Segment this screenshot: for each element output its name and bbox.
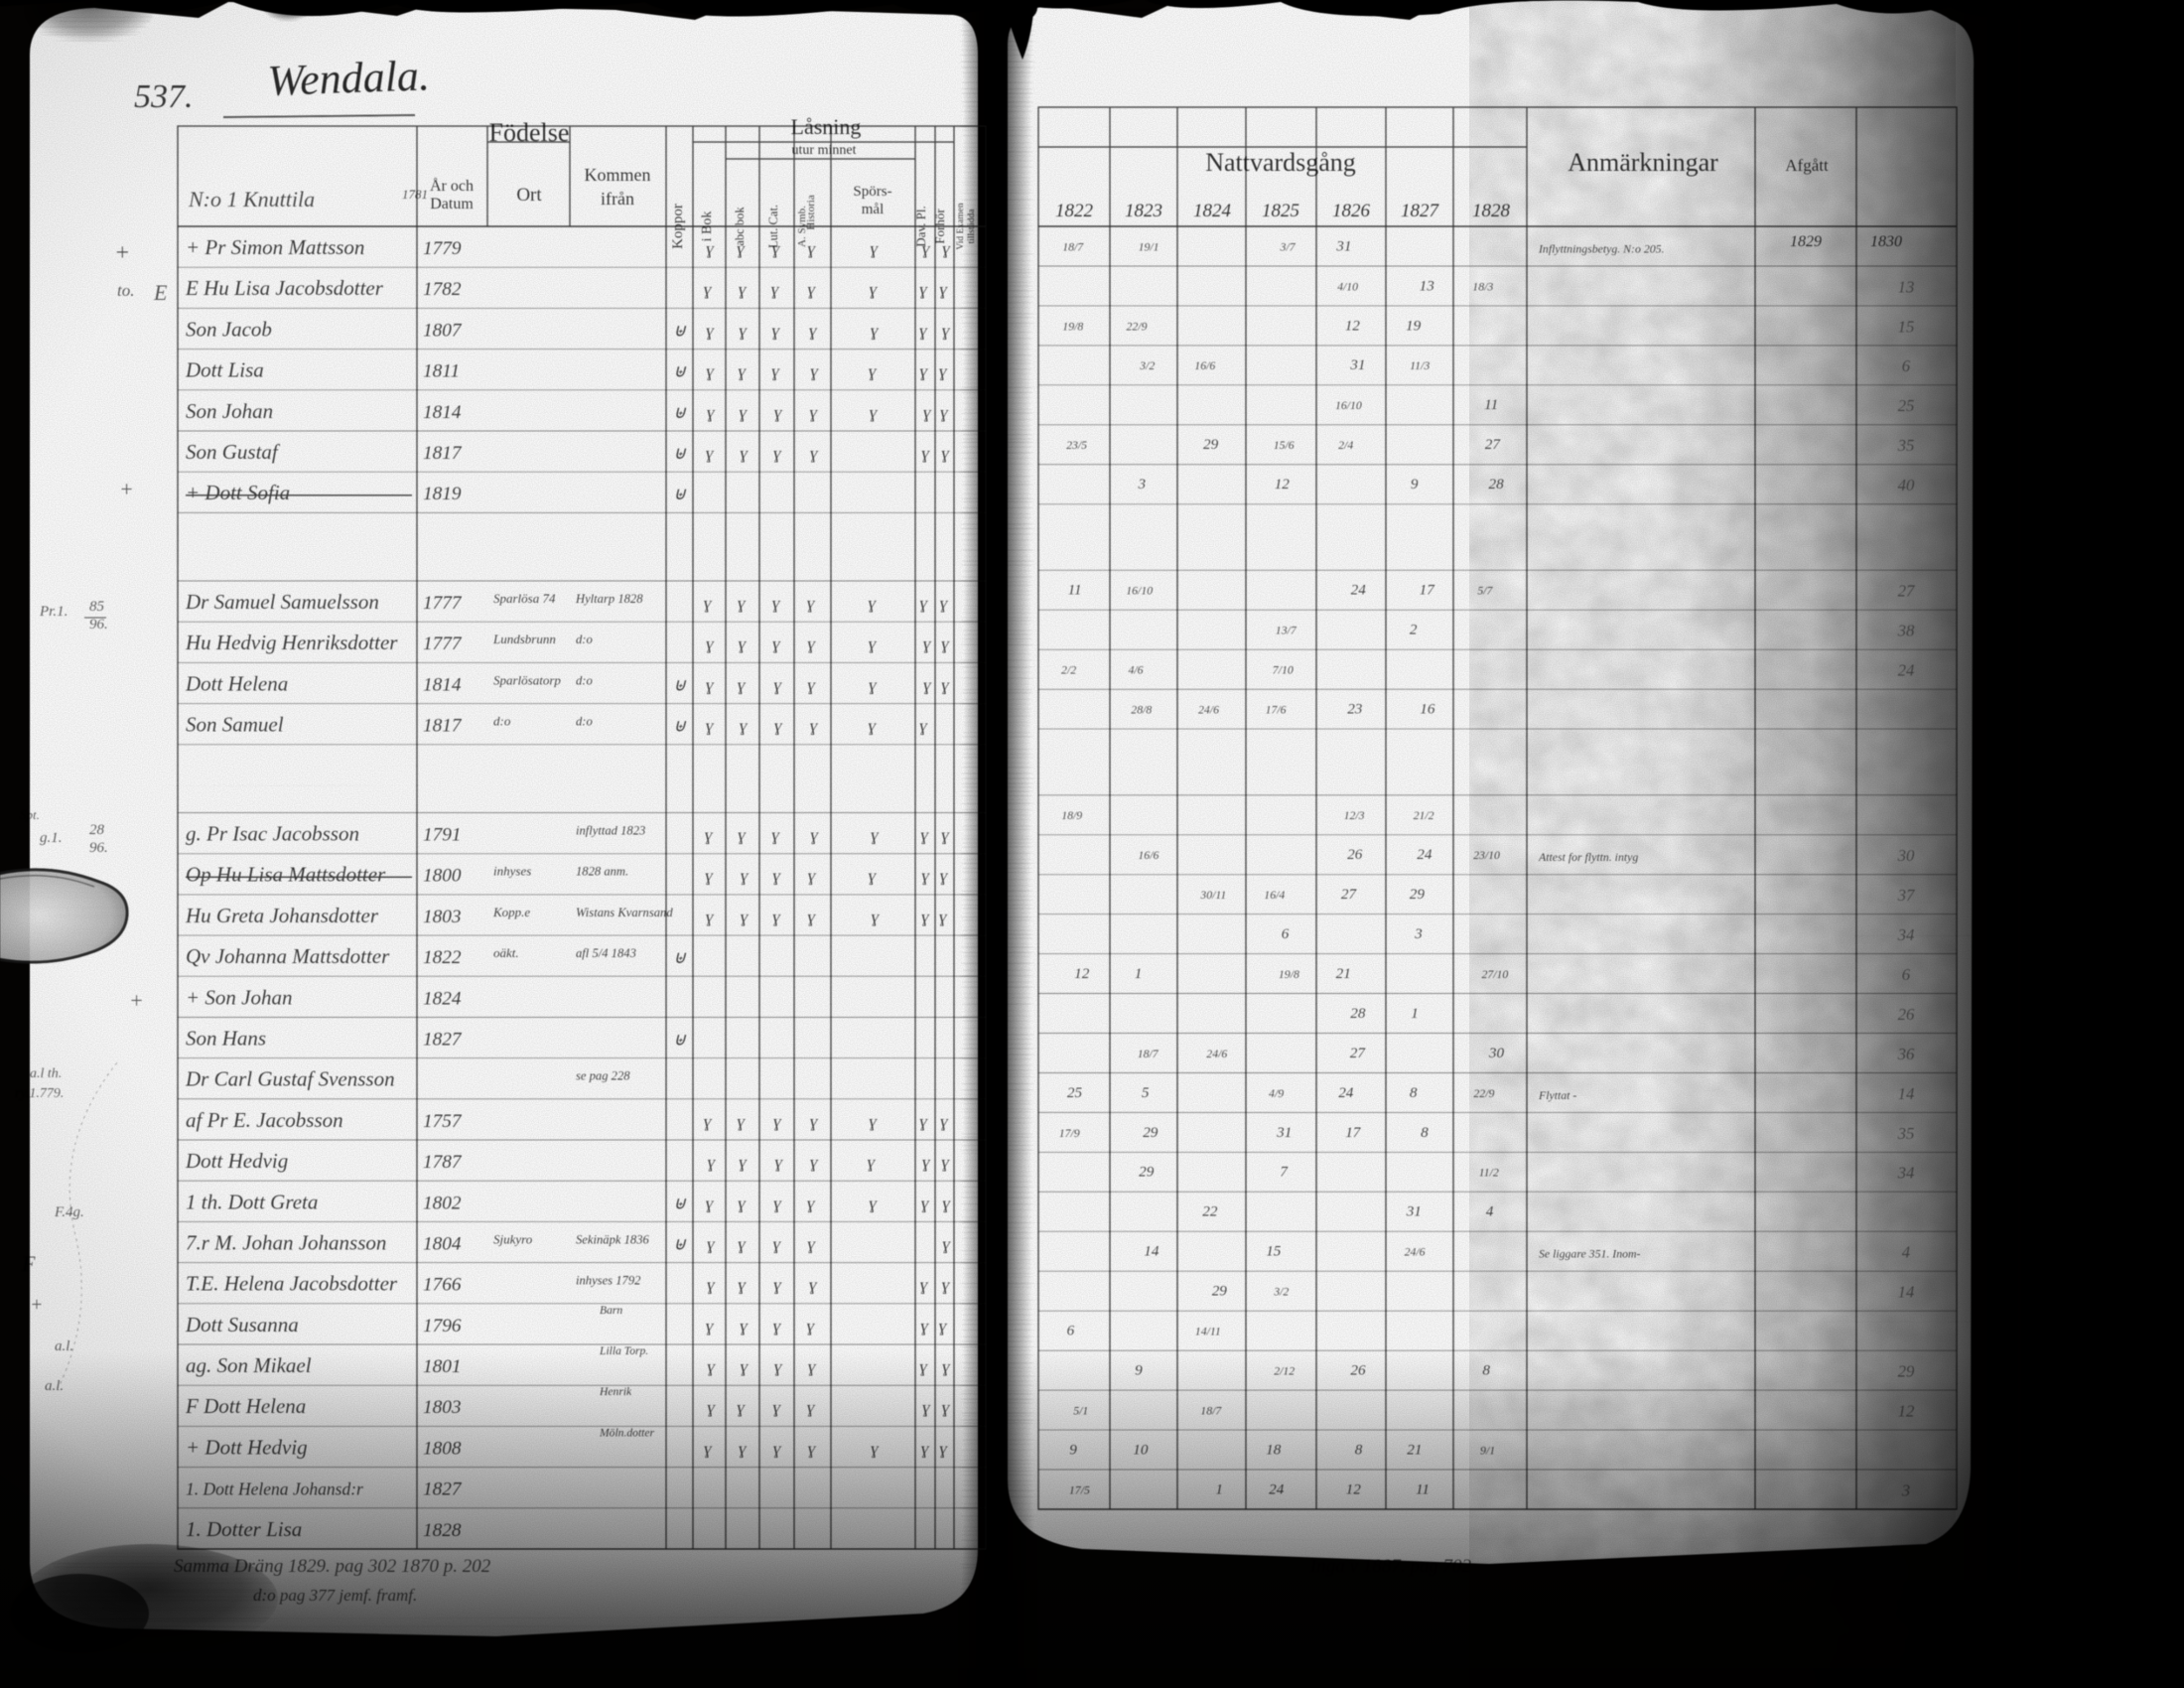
svg-text:15: 15 [1898,317,1915,336]
svg-text:34: 34 [1897,925,1915,944]
svg-text:24: 24 [1898,661,1915,680]
svg-text:36: 36 [1897,1045,1915,1063]
svg-text:35: 35 [1897,1124,1915,1143]
svg-text:14: 14 [1898,1084,1915,1103]
svg-text:6: 6 [1902,965,1911,984]
svg-text:4: 4 [1902,1243,1911,1262]
svg-text:40: 40 [1898,476,1915,494]
svg-text:35: 35 [1897,436,1915,455]
svg-text:38: 38 [1897,622,1915,640]
svg-text:6: 6 [1902,356,1911,375]
svg-text:3: 3 [1901,1480,1910,1499]
svg-text:30: 30 [1897,846,1915,865]
svg-text:25: 25 [1898,396,1915,415]
svg-text:29: 29 [1898,1362,1915,1381]
svg-text:12: 12 [1898,1402,1915,1421]
svg-text:37: 37 [1897,886,1915,905]
svg-text:27: 27 [1898,582,1915,601]
svg-text:13: 13 [1898,277,1915,296]
svg-text:26: 26 [1898,1005,1915,1024]
svg-text:34: 34 [1897,1164,1915,1183]
svg-text:14: 14 [1898,1283,1915,1302]
